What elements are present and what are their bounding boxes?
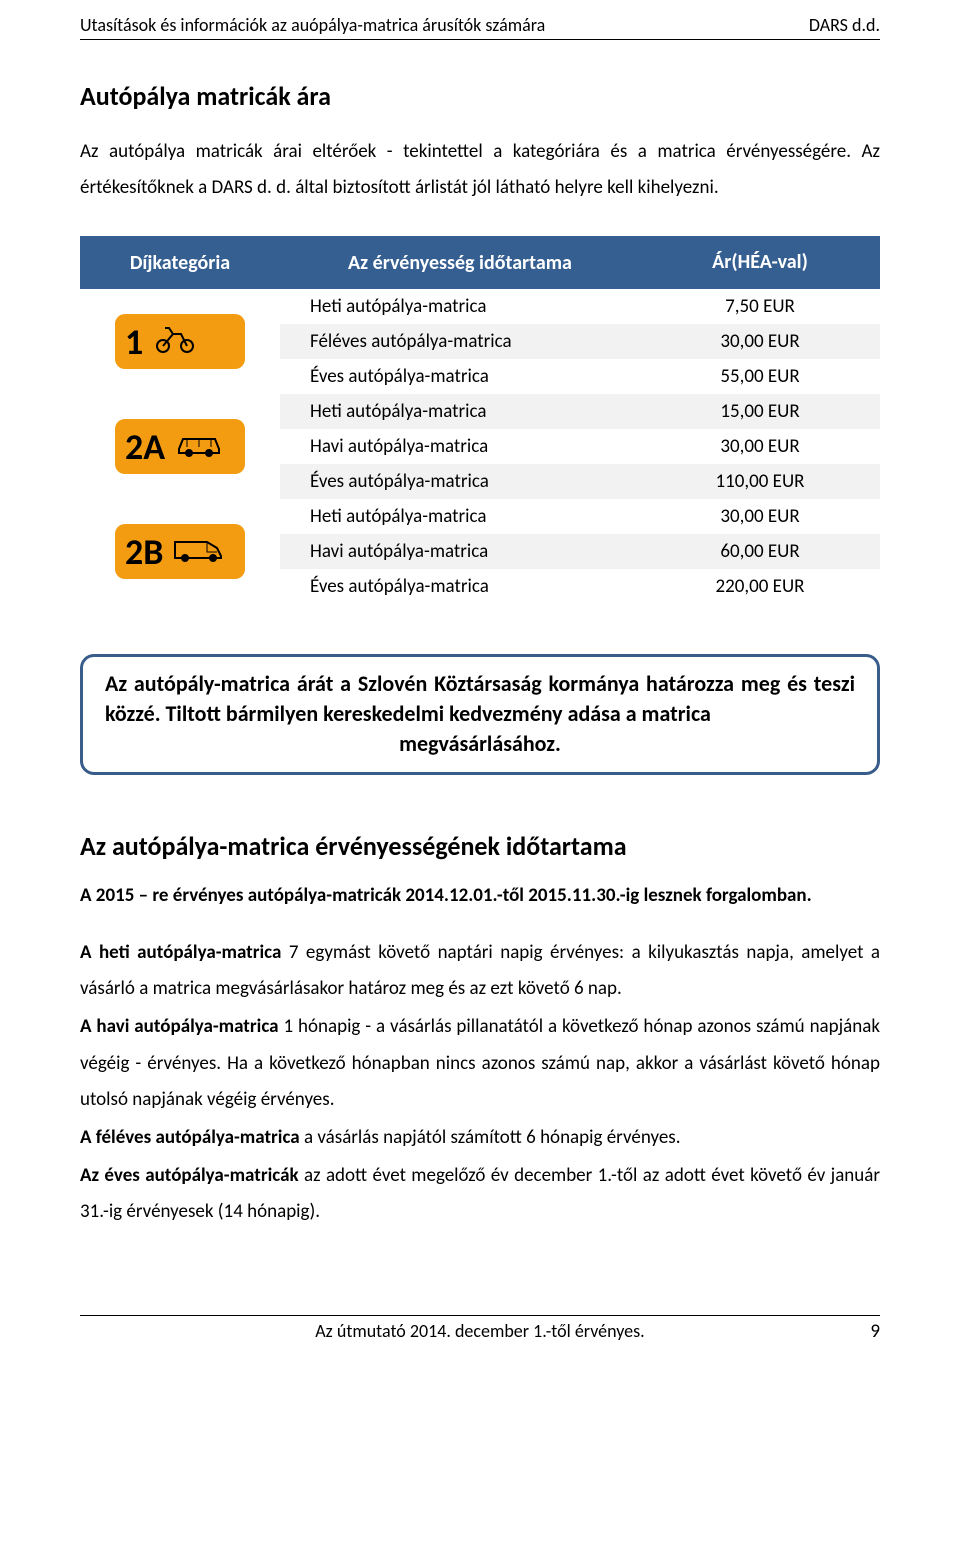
table-row: Éves autópálya-matrica220,00 EUR — [280, 569, 880, 604]
category-badge-cell: 2A — [80, 394, 280, 499]
badge-label: 1 — [125, 320, 143, 364]
th-price: Ár(HÉA-val) — [640, 236, 880, 289]
para-halfyear-bold: A féléves autópálya-matrica — [80, 1126, 300, 1149]
table-group: 1 Heti autópálya-matrica7,50 EURFéléves a… — [80, 289, 880, 394]
cell-duration: Heti autópálya-matrica — [280, 289, 640, 324]
cell-duration: Heti autópálya-matrica — [280, 499, 640, 534]
para-yearly-bold: Az éves autópálya-matricák — [80, 1164, 299, 1187]
category-badge-cell: 1 — [80, 289, 280, 394]
cell-duration: Havi autópálya-matrica — [280, 534, 640, 569]
table-row: Heti autópálya-matrica7,50 EUR — [280, 289, 880, 324]
cell-price: 110,00 EUR — [640, 464, 880, 499]
cell-duration: Éves autópálya-matrica — [280, 359, 640, 394]
table-rows: Heti autópálya-matrica30,00 EURHavi autó… — [280, 499, 880, 604]
para-weekly: A heti autópálya-matrica 7 egymást követ… — [80, 935, 880, 1007]
motorcycle-icon — [153, 324, 197, 359]
cell-price: 7,50 EUR — [640, 289, 880, 324]
cell-duration: Heti autópálya-matrica — [280, 394, 640, 429]
cell-price: 55,00 EUR — [640, 359, 880, 394]
price-table: Díjkategória Az érvényesség időtartama Á… — [80, 236, 880, 604]
cell-duration: Éves autópálya-matrica — [280, 464, 640, 499]
th-duration: Az érvényesség időtartama — [280, 236, 640, 289]
table-rows: Heti autópálya-matrica15,00 EURHavi autó… — [280, 394, 880, 499]
callout-line1: Az autópály-matrica árát a Szlovén Köztá… — [105, 670, 855, 727]
page-header: Utasítások és információk az auópálya-ma… — [80, 0, 880, 40]
validity-lead: A 2015 – re érvényes autópálya-matricák … — [80, 884, 880, 907]
para-weekly-bold: A heti autópálya-matrica — [80, 941, 281, 964]
table-row: Heti autópálya-matrica30,00 EUR — [280, 499, 880, 534]
table-rows: Heti autópálya-matrica7,50 EURFéléves au… — [280, 289, 880, 394]
badge-label: 2B — [125, 530, 163, 574]
para-yearly: Az éves autópálya-matricák az adott évet… — [80, 1158, 880, 1230]
section-title-prices: Autópálya matricák ára — [80, 80, 880, 112]
para-monthly-bold: A havi autópálya-matrica — [80, 1015, 279, 1038]
category-badge: 1 — [115, 314, 245, 369]
cell-price: 30,00 EUR — [640, 429, 880, 464]
header-left: Utasítások és információk az auópálya-ma… — [80, 14, 545, 36]
footer-page-number: 9 — [850, 1320, 880, 1343]
category-badge: 2B — [115, 524, 245, 579]
para-halfyear-text: a vásárlás napjától számított 6 hónapig … — [300, 1126, 681, 1149]
table-row: Havi autópálya-matrica60,00 EUR — [280, 534, 880, 569]
table-header-row: Díjkategória Az érvényesség időtartama Á… — [80, 236, 880, 289]
intro-paragraph: Az autópálya matricák árai eltérőek - te… — [80, 134, 880, 206]
car-icon — [175, 429, 223, 464]
page-footer: Az útmutató 2014. december 1.-től érvény… — [80, 1315, 880, 1343]
badge-label: 2A — [125, 425, 165, 469]
page: Utasítások és információk az auópálya-ma… — [0, 0, 960, 1383]
para-halfyear: A féléves autópálya-matrica a vásárlás n… — [80, 1120, 880, 1156]
category-badge-cell: 2B — [80, 499, 280, 604]
table-row: Heti autópálya-matrica15,00 EUR — [280, 394, 880, 429]
para-monthly: A havi autópálya-matrica 1 hónapig - a v… — [80, 1009, 880, 1117]
cell-duration: Féléves autópálya-matrica — [280, 324, 640, 359]
cell-duration: Éves autópálya-matrica — [280, 569, 640, 604]
cell-price: 30,00 EUR — [640, 499, 880, 534]
van-icon — [173, 534, 225, 569]
cell-duration: Havi autópálya-matrica — [280, 429, 640, 464]
table-group: 2B Heti autópálya-matrica30,00 EURHavi au… — [80, 499, 880, 604]
th-category: Díjkategória — [80, 236, 280, 289]
callout-text: Az autópály-matrica árát a Szlovén Köztá… — [105, 669, 855, 758]
header-right: DARS d.d. — [809, 14, 880, 36]
footer-center: Az útmutató 2014. december 1.-től érvény… — [110, 1320, 850, 1342]
callout-line2: megvásárlásához. — [105, 729, 855, 759]
table-group: 2A Heti autópálya-matrica15,00 EURHavi au… — [80, 394, 880, 499]
section-title-validity: Az autópálya-matrica érvényességének idő… — [80, 830, 880, 862]
category-badge: 2A — [115, 419, 245, 474]
cell-price: 15,00 EUR — [640, 394, 880, 429]
table-row: Havi autópálya-matrica30,00 EUR — [280, 429, 880, 464]
table-row: Féléves autópálya-matrica30,00 EUR — [280, 324, 880, 359]
table-row: Éves autópálya-matrica110,00 EUR — [280, 464, 880, 499]
cell-price: 30,00 EUR — [640, 324, 880, 359]
cell-price: 60,00 EUR — [640, 534, 880, 569]
table-row: Éves autópálya-matrica55,00 EUR — [280, 359, 880, 394]
cell-price: 220,00 EUR — [640, 569, 880, 604]
callout-box: Az autópály-matrica árát a Szlovén Köztá… — [80, 654, 880, 775]
